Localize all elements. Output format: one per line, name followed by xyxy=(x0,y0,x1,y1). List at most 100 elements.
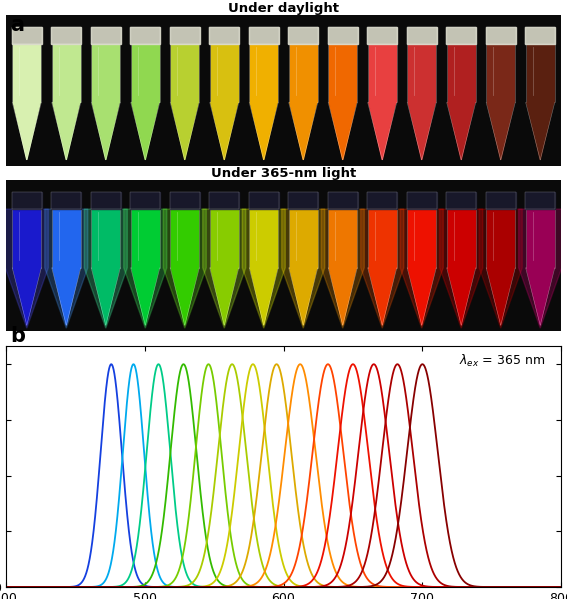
Polygon shape xyxy=(448,102,475,160)
Polygon shape xyxy=(53,44,80,102)
Polygon shape xyxy=(250,102,277,160)
Polygon shape xyxy=(408,268,435,325)
Polygon shape xyxy=(407,27,437,44)
Polygon shape xyxy=(369,268,396,325)
Polygon shape xyxy=(448,209,475,268)
Polygon shape xyxy=(290,209,317,268)
Polygon shape xyxy=(53,209,80,268)
Polygon shape xyxy=(13,44,40,102)
Polygon shape xyxy=(487,268,514,325)
Polygon shape xyxy=(13,102,40,160)
Polygon shape xyxy=(487,44,514,102)
Polygon shape xyxy=(329,44,356,102)
Polygon shape xyxy=(448,268,475,325)
Polygon shape xyxy=(367,192,397,209)
Polygon shape xyxy=(527,268,554,325)
Polygon shape xyxy=(132,209,159,268)
Polygon shape xyxy=(485,27,516,44)
Polygon shape xyxy=(290,44,317,102)
Polygon shape xyxy=(5,209,48,328)
Polygon shape xyxy=(12,192,42,209)
Polygon shape xyxy=(211,268,238,325)
Polygon shape xyxy=(328,192,358,209)
Polygon shape xyxy=(400,209,443,328)
Polygon shape xyxy=(209,27,239,44)
Polygon shape xyxy=(171,102,198,160)
Polygon shape xyxy=(92,268,119,325)
Polygon shape xyxy=(408,102,435,160)
Polygon shape xyxy=(329,209,356,268)
Polygon shape xyxy=(84,209,128,328)
Polygon shape xyxy=(487,102,514,160)
Polygon shape xyxy=(369,44,396,102)
Polygon shape xyxy=(479,209,522,328)
Polygon shape xyxy=(170,27,200,44)
Polygon shape xyxy=(209,192,239,209)
Polygon shape xyxy=(51,192,82,209)
Polygon shape xyxy=(92,44,119,102)
Polygon shape xyxy=(249,27,279,44)
Polygon shape xyxy=(485,192,516,209)
Polygon shape xyxy=(171,209,198,268)
Text: a: a xyxy=(10,15,24,35)
Polygon shape xyxy=(163,209,206,328)
Polygon shape xyxy=(211,102,238,160)
Polygon shape xyxy=(171,44,198,102)
Polygon shape xyxy=(448,44,475,102)
Polygon shape xyxy=(130,192,160,209)
Polygon shape xyxy=(527,102,554,160)
Polygon shape xyxy=(13,268,40,325)
Polygon shape xyxy=(439,209,483,328)
Polygon shape xyxy=(132,268,159,325)
Polygon shape xyxy=(321,209,365,328)
Polygon shape xyxy=(290,268,317,325)
Polygon shape xyxy=(202,209,246,328)
Polygon shape xyxy=(92,102,119,160)
Polygon shape xyxy=(519,209,562,328)
Polygon shape xyxy=(290,102,317,160)
Polygon shape xyxy=(329,268,356,325)
Polygon shape xyxy=(446,27,476,44)
Polygon shape xyxy=(13,209,40,268)
Polygon shape xyxy=(329,102,356,160)
Polygon shape xyxy=(91,192,121,209)
Polygon shape xyxy=(487,209,514,268)
Polygon shape xyxy=(527,44,554,102)
Title: Under 365-nm light: Under 365-nm light xyxy=(211,167,356,180)
Polygon shape xyxy=(211,209,238,268)
Text: $\lambda_{ex}$ = 365 nm: $\lambda_{ex}$ = 365 nm xyxy=(459,353,545,369)
Polygon shape xyxy=(408,209,435,268)
Polygon shape xyxy=(242,209,285,328)
Polygon shape xyxy=(45,209,88,328)
Polygon shape xyxy=(328,27,358,44)
Polygon shape xyxy=(250,268,277,325)
Polygon shape xyxy=(369,102,396,160)
Polygon shape xyxy=(250,44,277,102)
Polygon shape xyxy=(12,27,42,44)
Polygon shape xyxy=(91,27,121,44)
Polygon shape xyxy=(361,209,404,328)
Polygon shape xyxy=(211,44,238,102)
Polygon shape xyxy=(132,102,159,160)
Polygon shape xyxy=(51,27,82,44)
Polygon shape xyxy=(288,27,318,44)
Polygon shape xyxy=(525,192,555,209)
Polygon shape xyxy=(171,268,198,325)
Polygon shape xyxy=(407,192,437,209)
Polygon shape xyxy=(408,44,435,102)
Polygon shape xyxy=(130,27,160,44)
Polygon shape xyxy=(53,102,80,160)
Polygon shape xyxy=(124,209,167,328)
Polygon shape xyxy=(367,27,397,44)
Polygon shape xyxy=(525,27,555,44)
Polygon shape xyxy=(53,268,80,325)
Polygon shape xyxy=(288,192,318,209)
Polygon shape xyxy=(170,192,200,209)
Polygon shape xyxy=(132,44,159,102)
Title: Under daylight: Under daylight xyxy=(228,2,339,15)
Polygon shape xyxy=(527,209,554,268)
Polygon shape xyxy=(250,209,277,268)
Polygon shape xyxy=(369,209,396,268)
Polygon shape xyxy=(446,192,476,209)
Text: b: b xyxy=(10,326,25,346)
